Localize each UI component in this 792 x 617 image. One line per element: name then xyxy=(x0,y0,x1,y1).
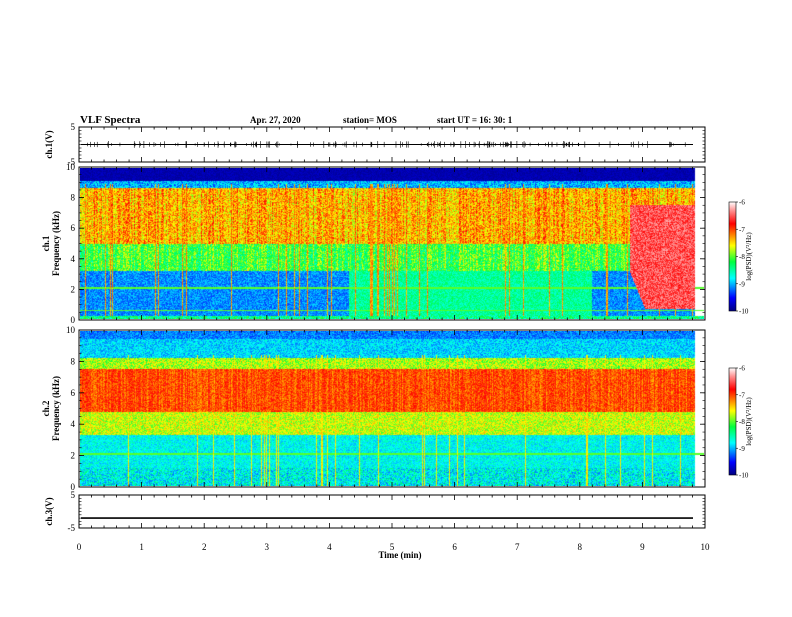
colorbar-label: log(PSD)(V²/Hz) xyxy=(745,232,753,281)
y-axis-label-channel: ch.2 xyxy=(41,400,51,416)
ch2-colorbar: -6 -7 -8 -9 -10 log(PSD)(V²/Hz) xyxy=(728,365,753,480)
x-tick-label: 6 xyxy=(452,542,457,552)
y-tick-label: 8 xyxy=(71,193,76,203)
y-tick-label: 0 xyxy=(71,315,76,325)
y-axis-label: ch.1(V) xyxy=(44,130,54,158)
colorbar-tick-label: -9 xyxy=(739,445,745,453)
header-date: Apr. 27, 2020 xyxy=(250,115,301,125)
colorbar-tick-label: -6 xyxy=(739,199,745,207)
colorbar-tick-label: -8 xyxy=(739,253,745,261)
y-tick-label: 5 xyxy=(71,490,76,500)
y-axis-label: ch.3(V) xyxy=(44,497,54,525)
y-axis-label-channel: ch.1 xyxy=(41,235,51,251)
x-tick-label: 7 xyxy=(515,542,520,552)
y-tick-label: 6 xyxy=(71,388,76,398)
x-tick-label: 10 xyxy=(701,542,711,552)
ch1-colorbar: -6 -7 -8 -9 -10 log(PSD)(V²/Hz) xyxy=(728,199,753,316)
y-axis-label: Frequency (kHz) xyxy=(51,376,61,441)
colorbar-tick-label: -7 xyxy=(739,391,745,399)
colorbar-gradient xyxy=(728,201,737,312)
x-tick-label: 8 xyxy=(578,542,583,552)
y-tick-label: 2 xyxy=(71,451,76,461)
x-tick-label: 3 xyxy=(265,542,270,552)
y-tick-label: 10 xyxy=(66,162,76,172)
x-tick-label: 1 xyxy=(139,542,144,552)
y-tick-label: -5 xyxy=(68,157,76,167)
header-station: station= MOS xyxy=(343,115,397,125)
x-tick-label: 4 xyxy=(327,542,332,552)
colorbar-tick-label: -10 xyxy=(739,308,749,316)
y-tick-label: 4 xyxy=(71,419,76,429)
spectrogram-image xyxy=(80,331,704,486)
x-tick-label: 2 xyxy=(202,542,207,552)
x-tick-label: 9 xyxy=(640,542,645,552)
colorbar-gradient xyxy=(728,367,737,476)
y-tick-label: 2 xyxy=(71,284,76,294)
colorbar-tick-label: -8 xyxy=(739,418,745,426)
ch3-voltage-panel: 5 -5 ch.3(V) xyxy=(44,490,706,533)
y-tick-label: 8 xyxy=(71,356,76,366)
chart-title: VLF Spectra xyxy=(80,114,141,126)
colorbar-tick-label: -9 xyxy=(739,280,745,288)
y-tick-label: 0 xyxy=(71,482,76,492)
colorbar-tick-label: -7 xyxy=(739,226,745,234)
y-axis-label: Frequency (kHz) xyxy=(51,211,61,276)
ch1-voltage-panel: 5 -5 ch.1(V) xyxy=(44,122,706,167)
ch1-spectrogram-panel: 0 2 4 6 8 10 ch.1 Frequency (kHz) xyxy=(41,162,706,325)
ch2-spectrogram-panel: 0 2 4 6 8 10 ch.2 Frequency (kHz) xyxy=(41,325,706,492)
colorbar-label: log(PSD)(V²/Hz) xyxy=(745,397,753,446)
x-tick-label: 0 xyxy=(77,542,82,552)
y-tick-label: -5 xyxy=(68,523,76,533)
colorbar-tick-label: -10 xyxy=(739,472,749,480)
y-tick-label: 5 xyxy=(71,122,76,132)
x-axis: 0 1 2 3 4 5 6 7 8 9 10 Time (min) xyxy=(77,542,710,560)
y-tick-label: 4 xyxy=(71,254,76,264)
colorbar-tick-label: -6 xyxy=(739,365,745,373)
spectrogram-image xyxy=(80,168,704,319)
x-tick-label: 5 xyxy=(390,542,395,552)
y-tick-label: 6 xyxy=(71,223,76,233)
header-start-time: start UT = 16: 30: 1 xyxy=(437,115,513,125)
x-axis-label: Time (min) xyxy=(378,550,421,560)
y-tick-label: 10 xyxy=(66,325,76,335)
